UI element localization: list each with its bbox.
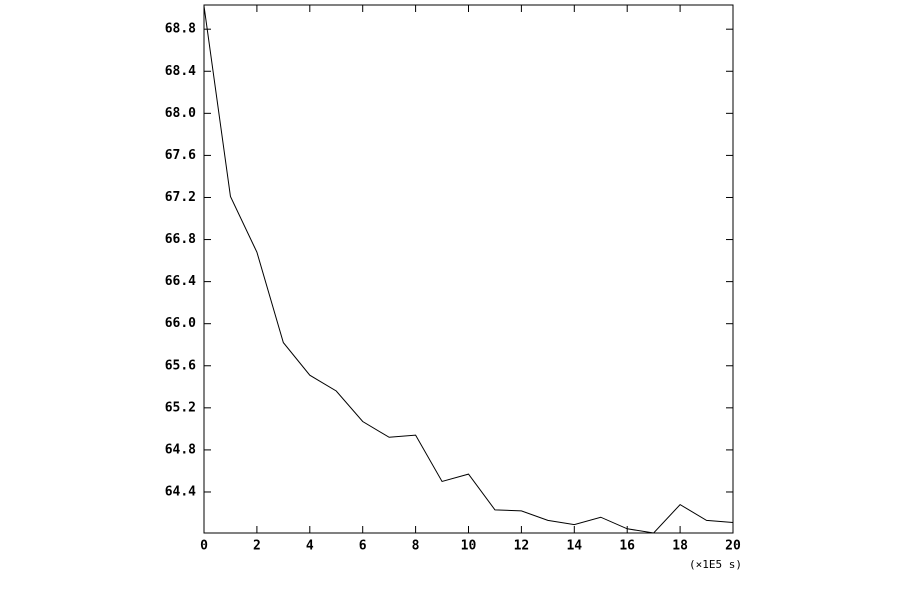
x-tick-label: 6: [359, 539, 367, 554]
y-tick-label: 64.4: [165, 484, 196, 499]
y-tick-label: 64.8: [165, 442, 196, 457]
x-tick-label: 0: [200, 539, 208, 554]
y-tick-label: 66.0: [165, 316, 196, 331]
y-tick-label: 67.2: [165, 190, 196, 205]
y-tick-label: 66.4: [165, 274, 196, 289]
x-tick-label: 4: [306, 539, 314, 554]
x-tick-label: 14: [566, 539, 582, 554]
x-tick-label: 18: [672, 539, 688, 554]
x-tick-label: 12: [514, 539, 530, 554]
x-unit-label: (×1E5 s): [689, 558, 742, 571]
plot-frame: [203, 4, 734, 534]
x-tick-label: 2: [253, 539, 261, 554]
y-tick-label: 66.8: [165, 232, 196, 247]
y-tick-label: 65.6: [165, 358, 196, 373]
x-tick-label: 16: [619, 539, 635, 554]
x-tick-label: 20: [725, 539, 741, 554]
data-line: [203, 5, 734, 534]
x-tick-label: 8: [412, 539, 420, 554]
y-tick-label: 68.0: [165, 106, 196, 121]
y-tick-label: 67.6: [165, 148, 196, 163]
y-tick-label: 68.8: [165, 22, 196, 37]
x-tick-label: 10: [461, 539, 477, 554]
y-tick-label: 68.4: [165, 64, 196, 79]
y-tick-label: 65.2: [165, 400, 196, 415]
